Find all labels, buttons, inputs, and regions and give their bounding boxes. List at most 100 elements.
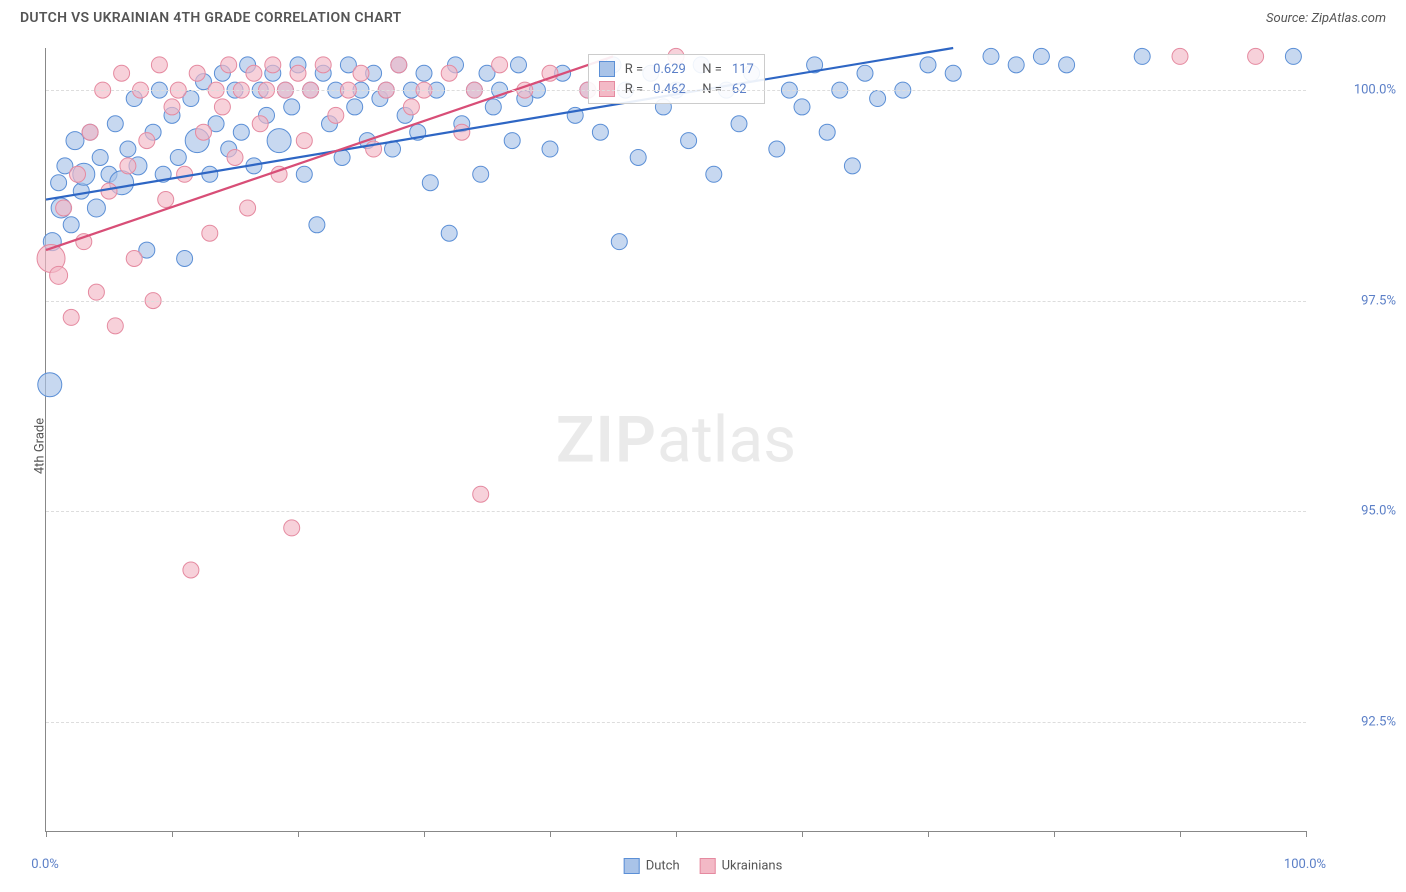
data-point	[63, 309, 79, 325]
data-point	[183, 562, 199, 578]
series-swatch	[599, 61, 615, 77]
data-point	[252, 116, 268, 132]
data-point	[473, 166, 489, 182]
r-label: R =	[625, 82, 643, 97]
data-point	[857, 65, 873, 81]
data-point	[88, 284, 104, 300]
correlation-info-box: R = 0.629 N = 117R = 0.462 N = 62	[588, 54, 765, 104]
data-point	[38, 373, 62, 397]
data-point	[454, 124, 470, 140]
gridline	[46, 301, 1306, 302]
data-point	[731, 116, 747, 132]
chart-area: ZIPatlas R = 0.629 N = 117R = 0.462 N = …	[45, 48, 1306, 832]
data-point	[265, 57, 281, 73]
n-label: N =	[696, 82, 722, 97]
data-point	[158, 192, 174, 208]
data-point	[114, 65, 130, 81]
data-point	[87, 199, 105, 217]
data-point	[120, 141, 136, 157]
data-point	[870, 91, 886, 107]
data-point	[50, 266, 68, 284]
data-point	[82, 124, 98, 140]
x-tick	[46, 831, 47, 837]
data-point	[422, 175, 438, 191]
data-point	[1059, 57, 1075, 73]
data-point	[1134, 48, 1150, 64]
data-point	[101, 183, 117, 199]
info-row: R = 0.629 N = 117	[589, 59, 764, 79]
y-tick-label: 92.5%	[1361, 714, 1396, 729]
data-point	[56, 200, 72, 216]
data-point	[267, 129, 291, 153]
x-tick	[802, 831, 803, 837]
x-axis-labels: 0.0%100.0%	[45, 852, 1306, 872]
data-point	[63, 217, 79, 233]
x-tick	[550, 831, 551, 837]
data-point	[164, 99, 180, 115]
data-point	[315, 57, 331, 73]
source-link[interactable]: ZipAtlas.com	[1311, 11, 1386, 26]
source-attribution: Source: ZipAtlas.com	[1266, 11, 1386, 26]
r-value: 0.629	[653, 62, 686, 77]
n-label: N =	[696, 62, 722, 77]
info-row: R = 0.462 N = 62	[589, 79, 764, 99]
data-point	[202, 225, 218, 241]
scatter-svg	[46, 48, 1306, 831]
n-value: 62	[732, 82, 747, 97]
gridline	[46, 90, 1306, 91]
x-tick	[172, 831, 173, 837]
x-tick	[1180, 831, 1181, 837]
data-point	[592, 124, 608, 140]
x-tick-label: 100.0%	[1284, 857, 1326, 872]
data-point	[630, 149, 646, 165]
header: DUTCH VS UKRAINIAN 4TH GRADE CORRELATION…	[0, 0, 1406, 34]
chart-title: DUTCH VS UKRAINIAN 4TH GRADE CORRELATION…	[20, 10, 402, 26]
data-point	[309, 217, 325, 233]
y-tick-label: 95.0%	[1361, 504, 1396, 519]
data-point	[151, 57, 167, 73]
data-point	[73, 183, 89, 199]
data-point	[391, 57, 407, 73]
data-point	[769, 141, 785, 157]
data-point	[221, 57, 237, 73]
data-point	[296, 133, 312, 149]
x-tick	[1306, 831, 1307, 837]
data-point	[246, 65, 262, 81]
data-point	[983, 48, 999, 64]
data-point	[473, 486, 489, 502]
data-point	[504, 133, 520, 149]
data-point	[328, 107, 344, 123]
data-point	[296, 166, 312, 182]
data-point	[1285, 48, 1301, 64]
x-tick	[1054, 831, 1055, 837]
data-point	[441, 225, 457, 241]
source-prefix: Source:	[1266, 11, 1311, 26]
data-point	[284, 99, 300, 115]
n-value: 117	[732, 62, 754, 77]
data-point	[202, 166, 218, 182]
data-point	[92, 149, 108, 165]
data-point	[945, 65, 961, 81]
data-point	[233, 124, 249, 140]
data-point	[706, 166, 722, 182]
x-tick	[424, 831, 425, 837]
data-point	[214, 99, 230, 115]
data-point	[353, 65, 369, 81]
data-point	[347, 99, 363, 115]
data-point	[240, 200, 256, 216]
x-tick	[676, 831, 677, 837]
data-point	[819, 124, 835, 140]
r-value: 0.462	[653, 82, 686, 97]
data-point	[1172, 48, 1188, 64]
data-point	[120, 158, 136, 174]
plot-region: ZIPatlas R = 0.629 N = 117R = 0.462 N = …	[45, 48, 1306, 832]
data-point	[492, 57, 508, 73]
data-point	[441, 65, 457, 81]
data-point	[485, 99, 501, 115]
x-tick	[928, 831, 929, 837]
data-point	[70, 166, 86, 182]
y-tick-label: 97.5%	[1361, 293, 1396, 308]
data-point	[107, 116, 123, 132]
data-point	[681, 133, 697, 149]
data-point	[1008, 57, 1024, 73]
